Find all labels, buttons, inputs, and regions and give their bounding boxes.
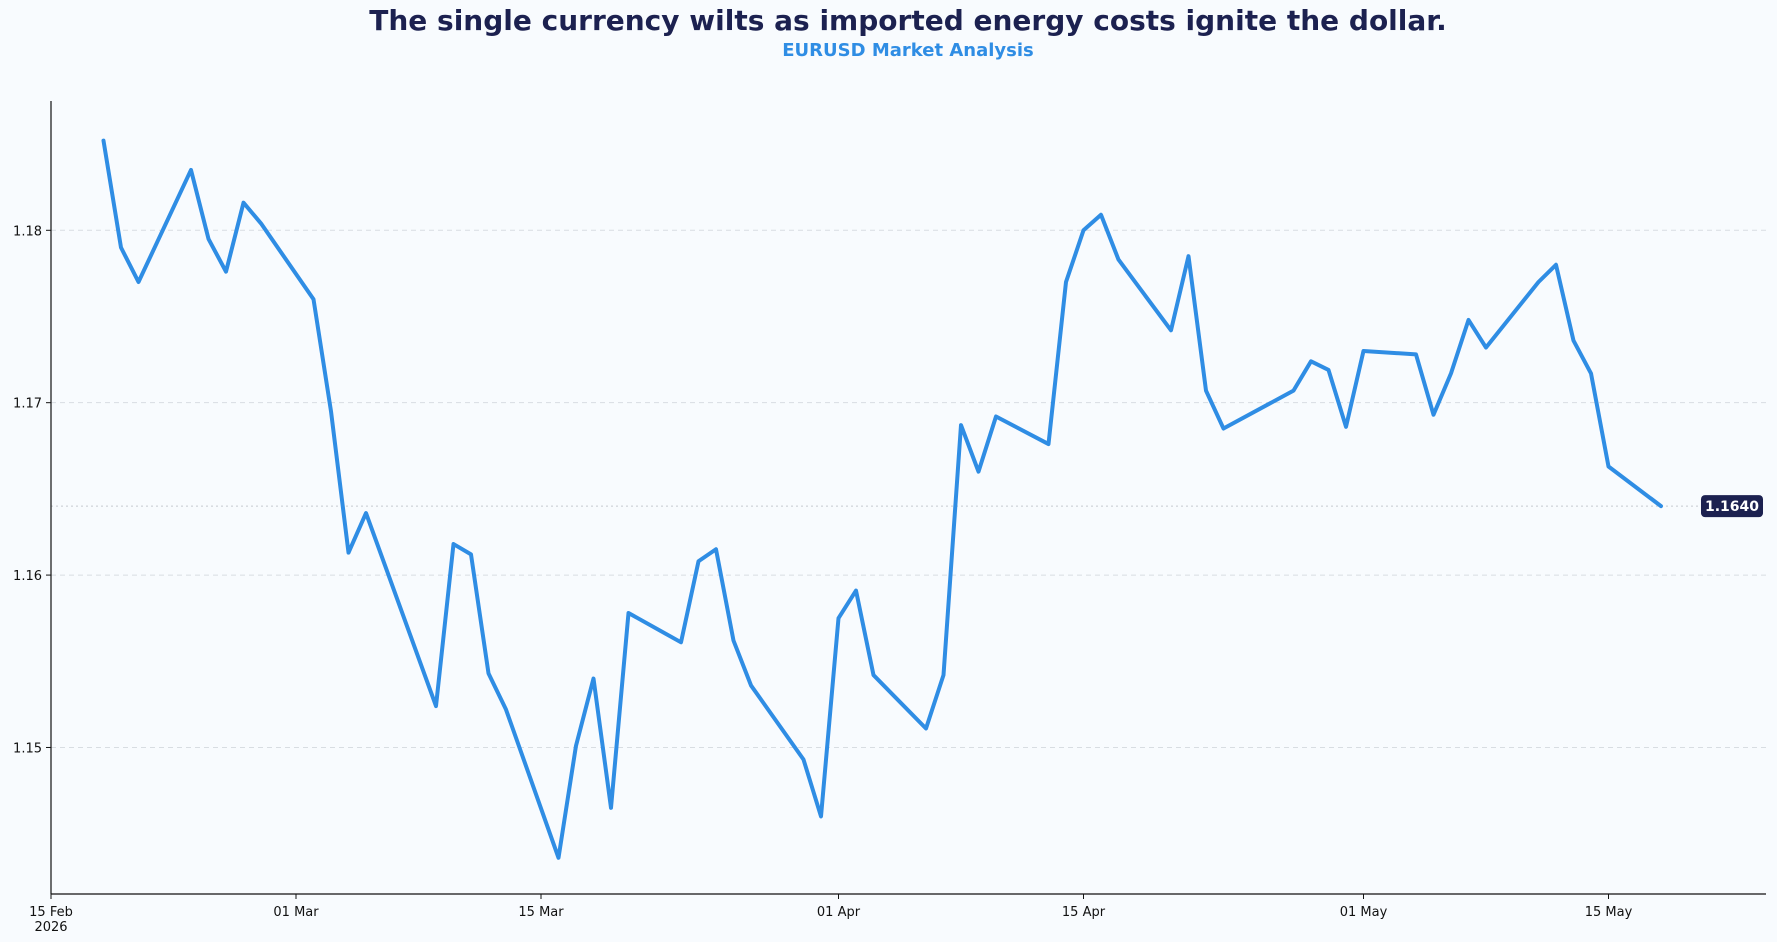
series-line [101,138,1663,860]
x-tick-label: 01 May [1340,905,1388,920]
chart-title: The single currency wilts as imported en… [369,4,1447,37]
x-tick-sublabel: 2026 [34,920,67,935]
x-tick-label: 15 May [1585,905,1633,920]
x-tick-label: 01 Mar [273,905,319,920]
y-tick-label: 1.16 [13,569,42,584]
last-value-label: 1.1640 [1705,499,1759,515]
last-value-badge [1701,495,1763,518]
y-tick-label: 1.15 [13,741,42,756]
chart-subtitle: EURUSD Market Analysis [782,40,1034,61]
x-tick-label: 15 Apr [1062,905,1106,920]
x-tick-label: 15 Mar [518,905,564,920]
x-tick-label: 01 Apr [817,905,861,920]
y-tick-label: 1.18 [13,224,42,239]
y-tick-label: 1.17 [13,397,42,412]
x-tick-label: 15 Feb [29,905,73,920]
